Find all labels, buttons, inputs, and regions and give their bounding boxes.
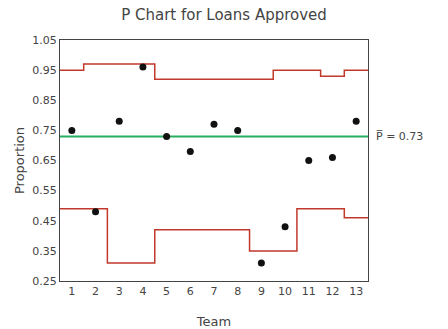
svg-text:0.65: 0.65 xyxy=(32,154,57,167)
svg-text:8: 8 xyxy=(234,285,241,298)
svg-text:0.85: 0.85 xyxy=(32,94,57,107)
svg-text:10: 10 xyxy=(278,285,292,298)
svg-text:6: 6 xyxy=(187,285,194,298)
svg-text:P̅ = 0.73: P̅ = 0.73 xyxy=(376,130,423,143)
svg-text:4: 4 xyxy=(139,285,146,298)
svg-text:3: 3 xyxy=(116,285,123,298)
svg-text:Proportion: Proportion xyxy=(12,127,27,194)
svg-text:9: 9 xyxy=(258,285,265,298)
svg-text:12: 12 xyxy=(325,285,339,298)
svg-text:0.25: 0.25 xyxy=(32,275,57,288)
svg-text:1: 1 xyxy=(68,285,75,298)
svg-text:2: 2 xyxy=(92,285,99,298)
svg-text:0.45: 0.45 xyxy=(32,215,57,228)
svg-text:11: 11 xyxy=(302,285,316,298)
svg-text:5: 5 xyxy=(163,285,170,298)
svg-text:13: 13 xyxy=(349,285,363,298)
svg-text:0.95: 0.95 xyxy=(32,64,57,77)
svg-text:7: 7 xyxy=(211,285,218,298)
svg-text:0.35: 0.35 xyxy=(32,245,57,258)
svg-text:P Chart for Loans Approved: P Chart for Loans Approved xyxy=(121,6,327,24)
svg-text:0.75: 0.75 xyxy=(32,124,57,137)
svg-text:1.05: 1.05 xyxy=(32,34,57,47)
svg-text:Team: Team xyxy=(196,314,231,329)
svg-text:0.55: 0.55 xyxy=(32,184,57,197)
